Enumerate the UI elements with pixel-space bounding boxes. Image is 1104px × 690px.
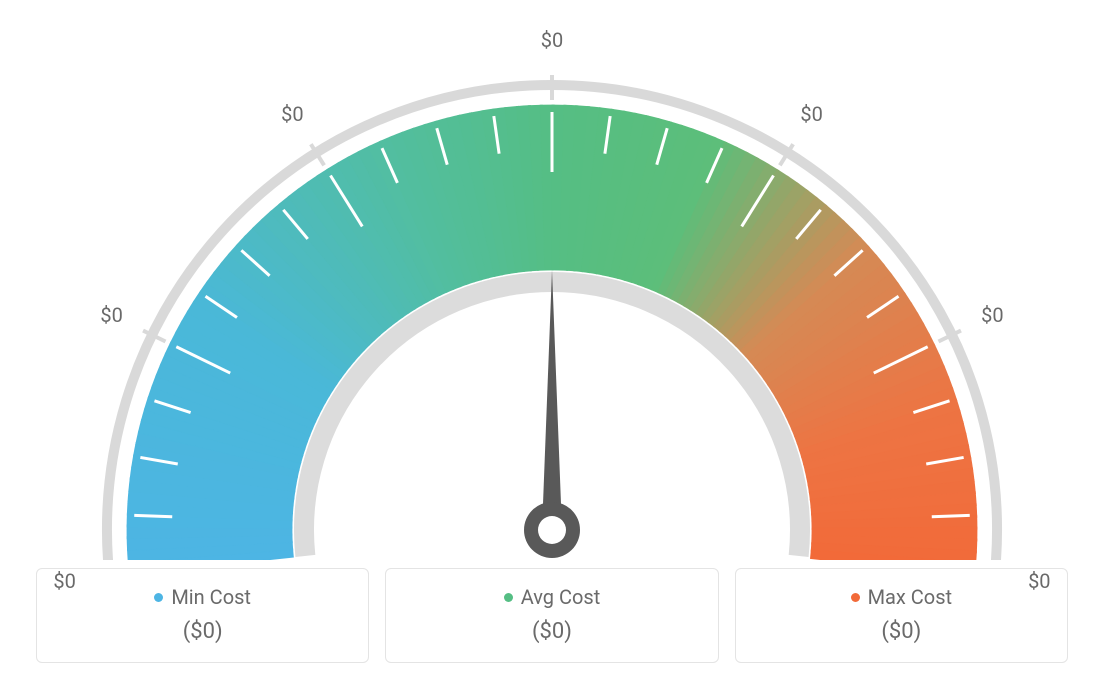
legend-card-avg: Avg Cost ($0) bbox=[385, 568, 718, 663]
legend-card-max: Max Cost ($0) bbox=[735, 568, 1068, 663]
legend-card-min: Min Cost ($0) bbox=[36, 568, 369, 663]
legend-label-min: Min Cost bbox=[171, 585, 251, 609]
legend-title-min: Min Cost bbox=[154, 585, 251, 609]
gauge-chart: $0$0$0$0$0$0$0 bbox=[0, 0, 1104, 560]
gauge-tick-label: $0 bbox=[100, 303, 122, 327]
gauge-tick-label: $0 bbox=[800, 102, 822, 126]
legend-label-avg: Avg Cost bbox=[521, 585, 601, 609]
legend-dot-min bbox=[154, 593, 163, 602]
legend-row: Min Cost ($0) Avg Cost ($0) Max Cost ($0… bbox=[0, 568, 1104, 663]
legend-dot-max bbox=[851, 593, 860, 602]
gauge-svg bbox=[0, 0, 1104, 560]
gauge-tick-label: $0 bbox=[981, 303, 1003, 327]
legend-title-avg: Avg Cost bbox=[504, 585, 601, 609]
gauge-tick-label: $0 bbox=[53, 569, 75, 593]
legend-title-max: Max Cost bbox=[851, 585, 953, 609]
gauge-tick-label: $0 bbox=[281, 102, 303, 126]
legend-value-avg: ($0) bbox=[398, 619, 705, 644]
legend-label-max: Max Cost bbox=[868, 585, 953, 609]
legend-value-max: ($0) bbox=[748, 619, 1055, 644]
gauge-tick-label: $0 bbox=[541, 28, 563, 52]
gauge-tick-label: $0 bbox=[1028, 569, 1050, 593]
legend-value-min: ($0) bbox=[49, 619, 356, 644]
legend-dot-avg bbox=[504, 593, 513, 602]
